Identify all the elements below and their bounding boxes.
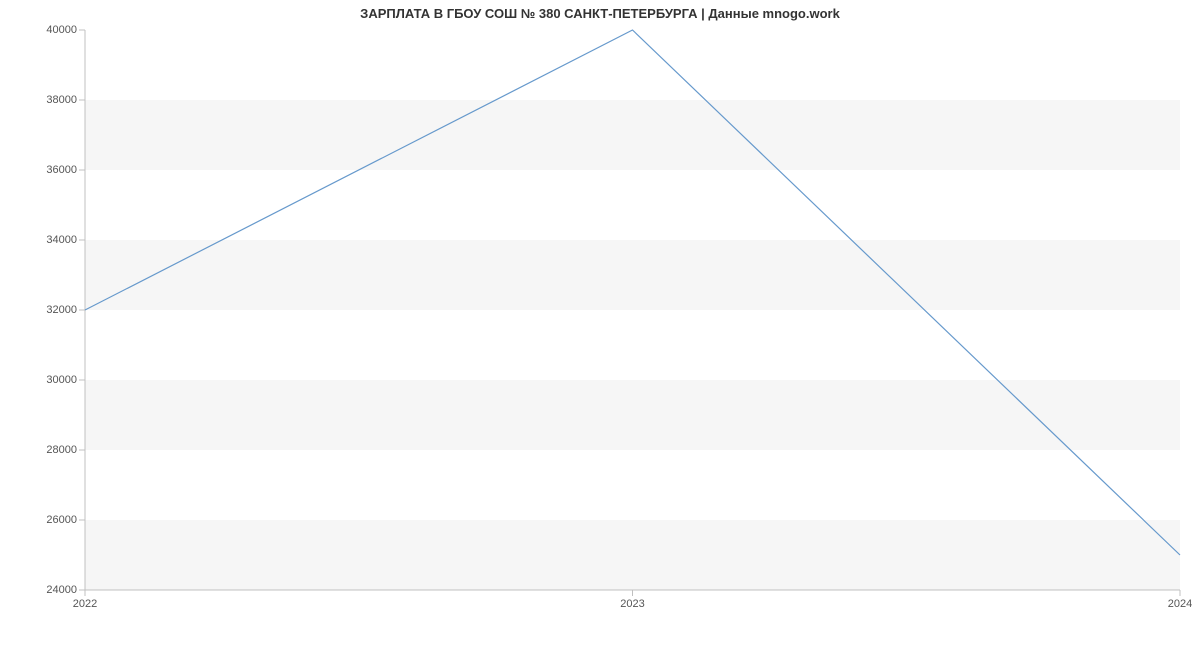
y-tick-label: 30000: [46, 374, 77, 386]
x-tick-label: 2022: [73, 598, 97, 610]
x-tick-label: 2024: [1168, 598, 1192, 610]
y-tick-label: 32000: [46, 304, 77, 316]
chart-title: ЗАРПЛАТА В ГБОУ СОШ № 380 САНКТ-ПЕТЕРБУР…: [0, 6, 1200, 21]
plot-svg: [85, 30, 1180, 590]
y-tick-label: 28000: [46, 444, 77, 456]
y-tick-label: 38000: [46, 94, 77, 106]
y-tick-label: 26000: [46, 514, 77, 526]
chart-container: ЗАРПЛАТА В ГБОУ СОШ № 380 САНКТ-ПЕТЕРБУР…: [0, 0, 1200, 650]
x-tick-label: 2023: [620, 598, 644, 610]
y-tick-label: 24000: [46, 584, 77, 596]
plot-area: 2400026000280003000032000340003600038000…: [85, 30, 1180, 590]
y-tick-label: 40000: [46, 24, 77, 36]
y-tick-label: 34000: [46, 234, 77, 246]
y-tick-label: 36000: [46, 164, 77, 176]
